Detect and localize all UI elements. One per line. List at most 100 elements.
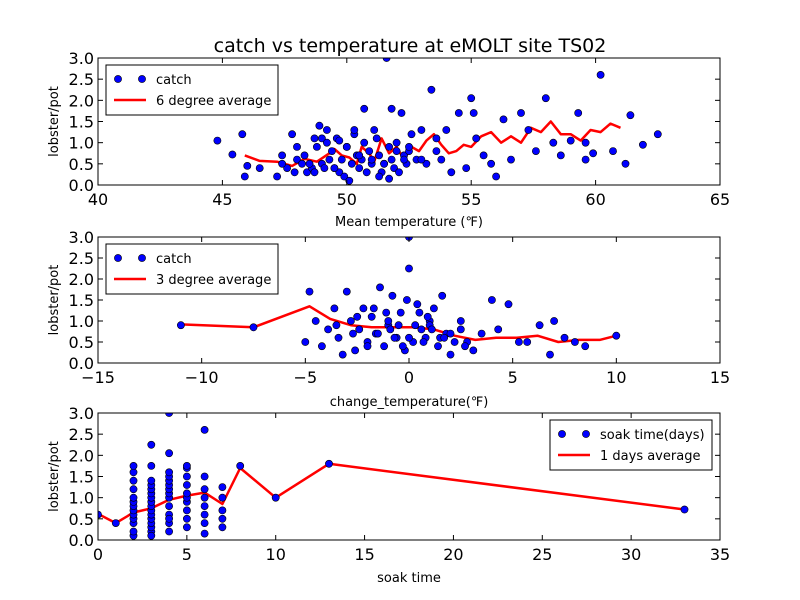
data-point — [365, 147, 374, 155]
data-point — [427, 325, 436, 334]
y-tick-label: 0.0 — [69, 531, 94, 550]
x-tick-label: −15 — [81, 368, 115, 387]
data-point — [334, 333, 343, 342]
data-point — [581, 342, 590, 351]
data-point — [200, 529, 209, 538]
x-tick-label: 20 — [443, 545, 463, 564]
data-point — [405, 333, 413, 342]
data-point — [382, 308, 391, 317]
data-point — [335, 136, 344, 145]
data-point — [182, 472, 191, 481]
subplot-3: 0 5 10 15 20 25 30 35 0.0 0.5 1.0 1.5 2.0 2.5 3.0 soak … — [47, 404, 730, 586]
data-point — [147, 476, 156, 485]
data-point — [413, 300, 422, 309]
data-point — [446, 329, 455, 338]
legend: catch 6 degree average — [105, 64, 279, 116]
data-point — [345, 176, 354, 185]
data-point — [218, 506, 227, 515]
x-tick-label: 0 — [93, 545, 103, 564]
data-point — [546, 350, 554, 359]
legend-label: 6 degree average — [156, 94, 271, 109]
data-point — [165, 413, 173, 417]
data-point — [472, 134, 481, 143]
data-point — [395, 168, 403, 177]
data-point — [462, 164, 471, 172]
x-tick-label: 45 — [212, 190, 232, 209]
y-tick-label: 0.5 — [69, 155, 94, 174]
data-point — [200, 519, 209, 527]
x-tick-label: 35 — [710, 545, 730, 564]
data-point — [129, 493, 138, 502]
legend-marker — [114, 75, 122, 83]
data-point — [373, 329, 382, 338]
data-point — [390, 164, 398, 172]
data-point — [386, 325, 395, 334]
legend-label: catch — [156, 73, 192, 88]
data-point — [447, 168, 456, 177]
data-point — [446, 350, 455, 359]
data-point — [680, 505, 689, 514]
data-point — [322, 126, 331, 134]
data-point — [541, 94, 550, 103]
data-point — [384, 317, 393, 325]
data-point — [440, 333, 449, 342]
data-point — [330, 164, 339, 172]
data-point — [407, 130, 416, 139]
y-tick-label: 0.5 — [69, 510, 94, 529]
data-point — [550, 317, 558, 325]
data-point — [355, 325, 364, 334]
plot-area — [213, 58, 662, 185]
data-point — [456, 325, 465, 334]
data-point — [388, 291, 397, 300]
data-point — [487, 296, 496, 304]
legend-marker — [138, 254, 146, 262]
data-point — [390, 333, 399, 342]
data-point — [218, 493, 227, 502]
data-point — [353, 312, 362, 321]
x-tick-label: 15 — [710, 368, 730, 387]
data-point — [367, 155, 376, 164]
data-point — [549, 138, 558, 147]
data-point — [369, 304, 378, 313]
data-point — [200, 425, 209, 434]
x-tick-label: 5 — [182, 545, 192, 564]
data-point — [411, 321, 420, 330]
data-point — [653, 130, 662, 139]
data-point — [337, 155, 346, 164]
x-tick-label: 40 — [88, 190, 108, 209]
data-point — [165, 514, 173, 523]
y-tick-label: 2.0 — [69, 91, 94, 110]
y-tick-label: 0.0 — [69, 176, 94, 195]
data-point — [385, 174, 393, 183]
data-point — [310, 134, 319, 143]
data-point — [362, 168, 371, 177]
legend-box — [105, 64, 279, 116]
data-point — [283, 164, 291, 172]
data-point — [342, 287, 351, 296]
y-tick-label: 0.0 — [69, 354, 94, 373]
data-point — [400, 155, 408, 164]
y-tick-label: 1.0 — [69, 134, 94, 153]
data-point — [301, 338, 310, 346]
data-point — [477, 329, 486, 338]
data-point — [240, 172, 249, 181]
data-point — [372, 134, 381, 143]
data-point — [560, 333, 569, 342]
data-point — [422, 159, 431, 168]
subplot-2: −15 −10 −5 0 5 10 15 0.0 0.5 1.0 1.5 2.0 2.5 3.0 chang… — [47, 228, 730, 410]
y-tick-label: 3.0 — [69, 228, 94, 247]
data-point — [487, 159, 495, 168]
data-point — [566, 136, 575, 145]
data-point — [387, 104, 396, 113]
data-point — [271, 493, 280, 502]
data-point — [147, 531, 156, 540]
data-point — [200, 493, 209, 502]
data-point — [581, 155, 590, 164]
x-tick-label: −5 — [294, 368, 318, 387]
figure-title: catch vs temperature at eMOLT site TS02 — [214, 35, 607, 57]
x-axis-label: change_temperature(℉) — [330, 395, 489, 410]
legend-marker — [114, 254, 122, 262]
data-point — [293, 142, 301, 151]
data-point — [182, 523, 191, 532]
data-point — [359, 304, 368, 313]
